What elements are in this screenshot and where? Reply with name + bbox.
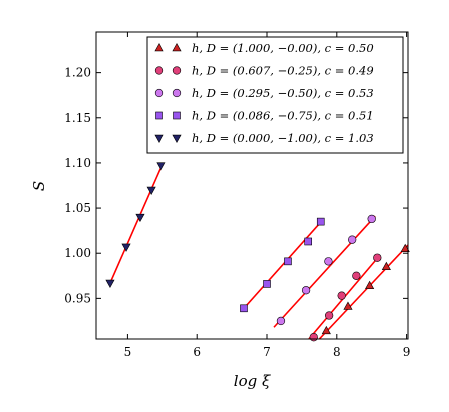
legend-marker [172,134,182,143]
fit-line [273,215,376,328]
y-tick-label: 1.00 [64,246,91,260]
legend-marker [154,88,164,98]
data-point [373,253,382,262]
y-tick-label: 1.10 [64,156,91,170]
legend-entry-label: h, D = (1.000, −0.00), c = 0.50 [192,41,374,55]
fit-line [318,244,408,339]
fit-line [109,163,164,284]
legend-box [146,36,404,154]
legend-marker [172,43,182,52]
data-point [146,186,156,195]
x-axis-label: log ξ [234,372,271,390]
data-point [276,316,286,326]
x-tick-label: 5 [124,345,132,359]
data-point [105,279,115,288]
legend: h, D = (1.000, −0.00), c = 0.50 h, D = (0… [146,36,404,154]
data-point [321,325,331,335]
data-point [400,243,410,252]
data-point [324,257,333,266]
data-point [343,301,353,310]
legend-marker [155,111,163,120]
y-tick-label: 1.15 [64,111,91,125]
plot-frame [95,31,409,340]
x-tick-label: 6 [193,345,201,359]
data-point [348,235,357,244]
fit-line [243,219,324,309]
data-point [316,217,325,226]
data-point [381,261,391,271]
y-axis-label: S [30,181,48,191]
data-point [121,243,131,252]
legend-marker [173,111,181,120]
legend-marker [154,43,164,52]
data-point [367,214,376,224]
y-tick-label: 0.95 [64,291,91,305]
data-point [284,257,292,266]
axis-ticks: 5 6 7 8 9 0.95 1.00 1.05 1.10 1.15 1.20 [64,32,410,359]
x-tick-label: 9 [403,345,411,359]
fit-lines [109,163,408,339]
data-point [263,280,271,288]
data-point [301,286,311,295]
data-point [365,280,375,289]
data-point [352,271,361,280]
legend-entry-label: h, D = (0.607, −0.25), c = 0.49 [192,64,374,78]
data-point [309,333,318,342]
x-tick-label: 7 [263,345,271,359]
data-point [240,304,248,313]
y-tick-label: 1.20 [64,66,91,80]
data-point [324,311,334,320]
legend-entry-label: h, D = (0.295, −0.50), c = 0.53 [192,86,374,100]
y-tick-label: 1.05 [64,201,91,215]
legend-entry-label: h, D = (0.000, −1.00), c = 1.03 [192,131,374,145]
data-point [135,213,145,223]
data-point [337,291,346,300]
legend-marker [154,66,164,75]
data-markers [105,162,410,342]
legend-marker [172,88,182,98]
data-point [304,237,312,246]
legend-marker [154,134,164,143]
legend-marker [172,66,182,75]
x-tick-label: 8 [333,345,341,359]
legend-entry-label: h, D = (0.086, −0.75), c = 0.51 [192,109,374,123]
data-point [156,162,166,171]
